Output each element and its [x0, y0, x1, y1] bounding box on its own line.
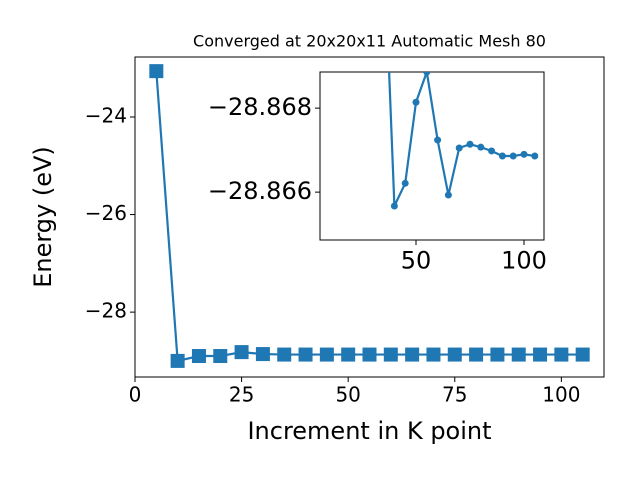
- x-tick-label: 100: [501, 246, 547, 274]
- x-tick-label: 75: [442, 383, 467, 407]
- marker: [554, 347, 569, 362]
- marker: [405, 347, 420, 362]
- marker: [234, 345, 249, 360]
- marker: [533, 347, 548, 362]
- marker: [498, 152, 506, 160]
- marker: [213, 349, 228, 364]
- marker: [390, 202, 398, 210]
- marker: [362, 347, 377, 362]
- marker: [447, 347, 462, 362]
- marker: [575, 347, 590, 362]
- marker: [455, 144, 463, 152]
- marker: [520, 150, 528, 158]
- y-tick-label: −28.866: [208, 177, 312, 205]
- marker: [298, 347, 313, 362]
- x-tick-label: 50: [401, 246, 432, 274]
- marker: [531, 152, 539, 160]
- marker: [509, 152, 517, 160]
- marker: [401, 179, 409, 187]
- chart-title: Converged at 20x20x11 Automatic Mesh 80: [193, 32, 546, 51]
- x-axis-label: Increment in K point: [247, 417, 491, 445]
- marker: [255, 347, 270, 362]
- marker: [466, 140, 474, 148]
- x-tick-label: 50: [335, 383, 360, 407]
- plot-content: [388, 72, 539, 210]
- x-tick-label: 100: [542, 383, 580, 407]
- y-tick-label: −28: [85, 299, 127, 323]
- y-axis-label: Energy (eV): [29, 146, 57, 288]
- marker: [277, 347, 292, 362]
- marker: [383, 347, 398, 362]
- marker: [319, 347, 334, 362]
- marker: [341, 347, 356, 362]
- y-tick-label: −24: [85, 104, 127, 128]
- marker: [511, 347, 526, 362]
- marker: [434, 136, 442, 144]
- marker: [477, 143, 485, 151]
- marker: [412, 98, 420, 106]
- x-tick-label: 0: [129, 383, 142, 407]
- y-tick-label: −28.868: [208, 93, 312, 121]
- marker: [490, 347, 505, 362]
- marker: [488, 147, 496, 155]
- marker: [423, 72, 431, 76]
- plot-content: [149, 64, 590, 368]
- marker: [444, 191, 452, 199]
- marker: [426, 347, 441, 362]
- marker: [170, 353, 185, 368]
- marker: [469, 347, 484, 362]
- marker: [191, 349, 206, 364]
- y-tick-label: −26: [85, 201, 127, 225]
- marker: [149, 64, 164, 79]
- x-tick-label: 25: [229, 383, 254, 407]
